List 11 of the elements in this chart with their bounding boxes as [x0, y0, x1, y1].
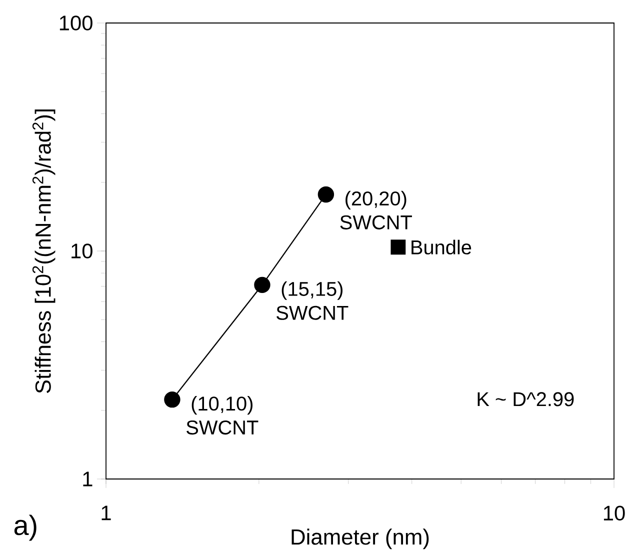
annotation: (10,10) SWCNT — [186, 396, 258, 435]
x-axis-title: Diameter (nm) — [292, 528, 429, 550]
annotation: K ~ D^2.99 — [478, 392, 574, 406]
annotation: (20,20) SWCNT — [340, 190, 412, 230]
y-tick-label: 100 — [60, 16, 92, 30]
annotation: (15,15) SWCNT — [276, 281, 348, 320]
text: a) — [14, 514, 36, 541]
series-label: Bundle — [412, 240, 472, 254]
y-tick-label: 10 — [72, 244, 92, 258]
y-axis-title: Stiffness [10$^{2}$((nN-nm$^{2}$)/rad$^{2}$)] — [32, 109, 56, 394]
y-tick-label: 1 — [83, 472, 92, 486]
